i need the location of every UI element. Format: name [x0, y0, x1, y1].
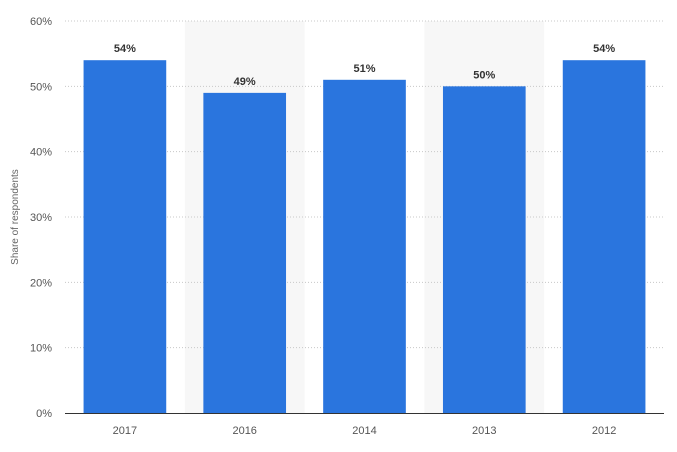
bars: [83, 60, 646, 414]
y-axis-title: Share of respondents: [10, 169, 21, 265]
data-labels: 54% 49% 51% 50% 54%: [114, 43, 615, 88]
x-tick-label: 2013: [472, 425, 496, 437]
y-axis: 0% 10% 20% 30% 40% 50% 60%: [30, 16, 52, 420]
x-tick-label: 2012: [592, 425, 616, 437]
x-tick-label: 2016: [232, 425, 256, 437]
x-tick-label: 2017: [113, 425, 137, 437]
y-tick-label: 30%: [30, 212, 52, 224]
data-label: 49%: [234, 76, 256, 88]
data-label: 54%: [593, 43, 615, 55]
data-label: 54%: [114, 43, 136, 55]
x-tick-label: 2014: [352, 425, 376, 437]
y-tick-label: 0%: [36, 408, 52, 420]
data-label: 50%: [473, 69, 495, 81]
y-tick-label: 40%: [30, 147, 52, 159]
x-axis: 2017 2016 2014 2013 2012: [65, 413, 664, 437]
y-tick-label: 10%: [30, 343, 52, 355]
bar[interactable]: [203, 92, 287, 413]
bar[interactable]: [442, 86, 526, 413]
y-tick-label: 20%: [30, 277, 52, 289]
bar[interactable]: [323, 79, 406, 414]
y-tick-label: 60%: [30, 16, 52, 28]
bar[interactable]: [562, 60, 646, 413]
bar[interactable]: [83, 60, 167, 413]
data-label: 51%: [353, 63, 375, 75]
y-tick-label: 50%: [30, 81, 52, 93]
